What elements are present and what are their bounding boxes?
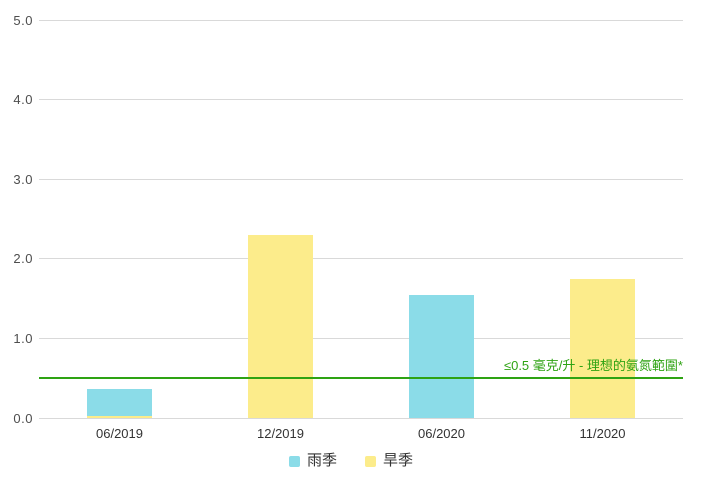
threshold-label: ≤0.5 毫克/升 - 理想的氨氮範圍* [503, 358, 683, 374]
legend-label-rainy-season: 雨季 [306, 452, 337, 469]
y-axis-tick-label: 0.0 [13, 410, 33, 426]
legend-item-dry-season[interactable]: 旱季 [365, 453, 413, 469]
legend-label-dry-season: 旱季 [383, 452, 414, 469]
y-axis-tick-label: 4.0 [13, 92, 33, 108]
gridline [39, 19, 683, 21]
threshold-line [39, 377, 683, 380]
rainy-season-swatch-icon [288, 455, 300, 467]
gridline [39, 337, 683, 339]
plot-area: ≤0.5 毫克/升 - 理想的氨氮範圍* [39, 19, 683, 419]
x-axis-category-label: 06/2020 [418, 426, 465, 441]
y-axis-tick-label: 5.0 [13, 12, 33, 28]
legend-item-rainy-season[interactable]: 雨季 [288, 452, 337, 469]
x-axis-category-label: 06/2019 [96, 426, 143, 441]
gridline [39, 258, 683, 260]
bar-11/2020-旱季[interactable] [570, 278, 635, 418]
x-axis-category-label: 12/2019 [257, 426, 304, 441]
dry-season-swatch-icon [365, 455, 376, 467]
x-axis-category-label: 11/2020 [579, 426, 626, 441]
bar-12/2019-旱季[interactable] [248, 234, 313, 418]
legend: 雨季 旱季 [0, 453, 702, 469]
bar-06/2020-雨季[interactable] [409, 294, 474, 418]
y-axis-tick-label: 2.0 [13, 251, 33, 267]
bar-06/2019-雨季[interactable] [87, 388, 152, 418]
gridline [39, 417, 683, 419]
bar-06/2019-旱季[interactable] [87, 416, 152, 418]
gridline [39, 99, 683, 101]
gridline [39, 178, 683, 180]
y-axis-tick-label: 1.0 [13, 330, 33, 346]
y-axis-tick-label: 3.0 [13, 171, 33, 187]
